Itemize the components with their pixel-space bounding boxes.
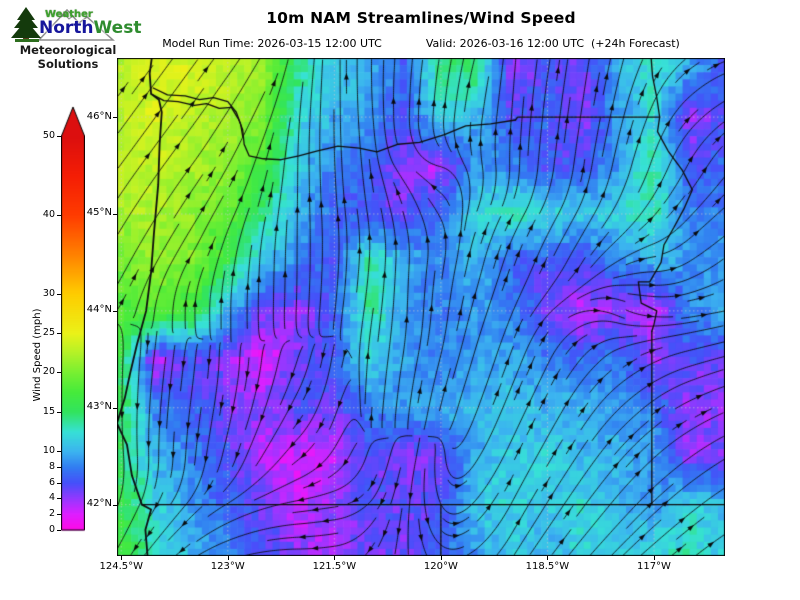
colorbar-tick-mark xyxy=(57,293,61,295)
colorbar-tick-label: 8 xyxy=(48,460,55,472)
colorbar-tick-mark xyxy=(57,498,61,500)
logo-tagline-line1: Meteorological xyxy=(19,43,117,57)
y-tick-mark xyxy=(113,213,117,215)
x-tick-label: 123°W xyxy=(210,561,245,572)
streamline-windspeed-map xyxy=(117,58,725,556)
colorbar-tick-mark xyxy=(57,482,61,484)
x-tick-label: 121.5°W xyxy=(312,561,357,572)
model-run-time: Model Run Time: 2026-03-15 12:00 UTC xyxy=(162,37,382,50)
y-tick-label: 45°N xyxy=(86,207,112,219)
tree-trunk-icon xyxy=(23,36,29,41)
colorbar-tick-label: 2 xyxy=(48,508,55,520)
y-tick-mark xyxy=(113,310,117,312)
y-tick-label: 44°N xyxy=(86,304,112,316)
x-tick-mark xyxy=(440,556,442,560)
mountain-snowcap-icon xyxy=(60,9,74,20)
colorbar-tick-mark xyxy=(57,514,61,516)
x-tick-label: 120°W xyxy=(423,561,458,572)
x-tick-mark xyxy=(227,556,229,560)
colorbar xyxy=(61,106,85,534)
colorbar-tick-label: 20 xyxy=(42,366,55,378)
x-tick-label: 117°W xyxy=(636,561,671,572)
colorbar-tick-mark xyxy=(57,214,61,216)
valid-time: Valid: 2026-03-16 12:00 UTC (+24h Foreca… xyxy=(425,37,680,50)
logo-brand-top: Weather xyxy=(45,9,93,20)
logo-brand-main: NorthWest xyxy=(39,18,141,38)
colorbar-tick-label: 25 xyxy=(42,327,55,338)
x-tick-mark xyxy=(121,556,123,560)
colorbar-tick-label: 15 xyxy=(42,405,55,417)
x-tick-label: 118.5°W xyxy=(525,561,570,572)
colorbar-tick-label: 0 xyxy=(48,524,55,535)
y-tick-label: 42°N xyxy=(86,498,112,510)
page-title: 10m NAM Streamlines/Wind Speed xyxy=(266,9,576,27)
colorbar-tick-mark xyxy=(57,372,61,374)
colorbar-tick-mark xyxy=(57,530,61,531)
colorbar-tick-label: 6 xyxy=(48,476,55,488)
colorbar-tick-mark xyxy=(57,333,61,334)
colorbar-tick-mark xyxy=(57,411,61,413)
colorbar-tick-mark xyxy=(57,466,61,468)
colorbar-tick-label: 4 xyxy=(48,492,55,504)
logo-brand-north: North xyxy=(39,18,94,38)
y-tick-label: 46°N xyxy=(86,110,112,122)
colorbar-tick-mark xyxy=(57,136,61,137)
colorbar-tick-label: 30 xyxy=(42,287,55,299)
y-tick-label: 43°N xyxy=(86,401,112,413)
colorbar-tick-label: 40 xyxy=(42,208,55,220)
y-tick-mark xyxy=(113,407,117,409)
logo-graphic xyxy=(11,7,115,42)
x-tick-mark xyxy=(653,556,655,560)
y-tick-mark xyxy=(113,117,117,119)
colorbar-tick-mark xyxy=(57,451,61,453)
x-tick-mark xyxy=(547,556,549,560)
x-tick-mark xyxy=(334,556,336,560)
colorbar-tick-label: 50 xyxy=(42,130,55,141)
logo-tagline-line2: Solutions xyxy=(37,57,99,71)
grass-icon xyxy=(15,39,39,42)
x-tick-label: 124.5°W xyxy=(99,561,143,572)
weathernorthwest-logo: Weather NorthWest Meteorological Solutio… xyxy=(5,4,141,94)
y-tick-mark xyxy=(113,504,117,506)
colorbar-axis-label: Wind Speed (mph) xyxy=(32,308,43,402)
subtitle: Model Run Time: 2026-03-15 12:00 UTC Val… xyxy=(117,37,725,50)
logo-brand-west: West xyxy=(93,18,142,38)
colorbar-tick-label: 10 xyxy=(42,445,55,457)
